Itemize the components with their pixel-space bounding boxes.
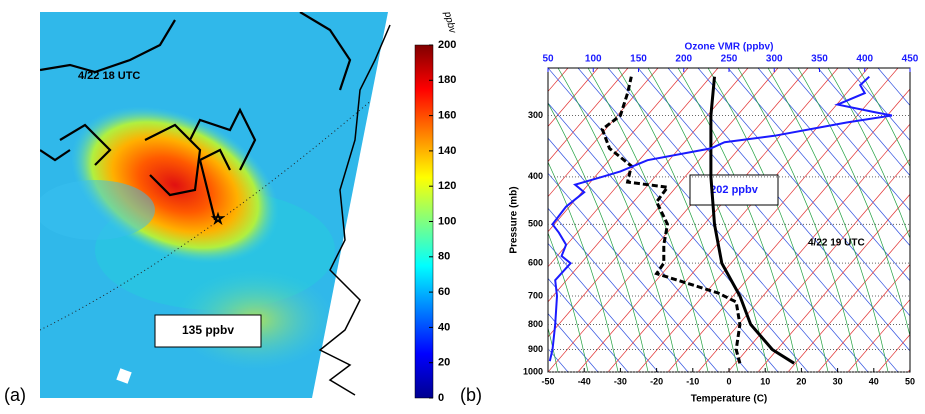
- x-tick-label: -40: [578, 376, 591, 386]
- x-tick-label: 50: [905, 376, 915, 386]
- moist-adiabat: [797, 68, 910, 338]
- colorbar-tick-label: 40: [438, 321, 450, 333]
- x-tick-label: -10: [686, 376, 699, 386]
- colorbar-tick-label: 200: [438, 39, 456, 51]
- x2-tick-label: 450: [902, 54, 919, 65]
- moist-adiabat: [548, 161, 619, 372]
- y-tick-label: 900: [528, 344, 543, 354]
- profile-line: [709, 76, 795, 365]
- y-axis-label: Pressure (mb): [509, 186, 520, 253]
- dry-adiabat: [548, 68, 809, 372]
- colorbar-tick-label: 20: [438, 357, 450, 369]
- x2-axis-label: Ozone VMR (ppbv): [685, 42, 774, 53]
- x2-tick-label: 200: [675, 54, 692, 65]
- colorbar-tick-label: 80: [438, 251, 450, 263]
- y-tick-label: 300: [528, 110, 543, 120]
- dry-adiabat: [607, 68, 869, 372]
- colorbar-tick-label: 100: [438, 215, 456, 227]
- plot-frame: [547, 67, 911, 373]
- star-marker: [210, 211, 226, 226]
- annotation-box: [154, 314, 262, 348]
- moist-adiabat: [587, 68, 709, 372]
- x2-tick-label: 400: [856, 54, 873, 65]
- dry-adiabat: [548, 277, 629, 372]
- moist-adiabat: [707, 68, 829, 372]
- dry-adiabat: [548, 102, 779, 372]
- isotherm: [548, 68, 629, 163]
- dry-adiabat: [847, 68, 910, 142]
- colorbar-tick-label: 160: [438, 110, 456, 122]
- colorbar-label: ppbv: [441, 10, 458, 36]
- x2-tick-label: 150: [630, 54, 647, 65]
- x-tick-label: -50: [541, 376, 554, 386]
- dry-adiabat: [727, 68, 910, 282]
- annotation: 135 ppbv: [182, 323, 234, 337]
- profile-line: [600, 76, 742, 364]
- annotation: 4/22 18 UTC: [78, 70, 140, 82]
- isotherm: [847, 298, 910, 372]
- isotherm: [787, 228, 910, 372]
- colorbar-tick-label: 60: [438, 286, 450, 298]
- panel-label: (b): [460, 385, 482, 405]
- dry-adiabat: [548, 137, 749, 372]
- moist-adiabat: [617, 68, 739, 372]
- x-tick-label: 10: [760, 376, 770, 386]
- dry-adiabat: [548, 207, 689, 372]
- moist-adiabat: [548, 326, 559, 372]
- skewt-background: [548, 68, 910, 372]
- colorbar-tick-label: 120: [438, 180, 456, 192]
- dry-adiabat: [637, 68, 899, 372]
- dry-adiabat: [697, 68, 910, 317]
- coastline: [318, 24, 391, 396]
- moist-adiabat: [548, 232, 589, 372]
- x-tick-label: 0: [726, 376, 731, 386]
- moist-adiabat: [548, 102, 649, 372]
- y-tick-label: 800: [528, 319, 543, 329]
- y-tick-label: 500: [528, 219, 543, 229]
- x2-tick-label: 100: [585, 54, 602, 65]
- x-tick-label: -20: [650, 376, 663, 386]
- y-tick-label: 1000: [523, 366, 543, 376]
- x2-tick-label: 300: [766, 54, 783, 65]
- x-tick-label: 40: [869, 376, 879, 386]
- moist-adiabat: [737, 68, 859, 372]
- colorbar-tick-label: 180: [438, 74, 456, 86]
- dry-adiabat: [787, 68, 910, 212]
- x-tick-label: 20: [796, 376, 806, 386]
- dry-adiabat: [577, 68, 839, 372]
- annotation: 202 ppbv: [710, 184, 759, 196]
- profile-line: [548, 75, 893, 362]
- annotation: 4/22 19 UTC: [808, 238, 865, 249]
- x2-tick-label: 350: [811, 54, 828, 65]
- y-tick-label: 600: [528, 258, 543, 268]
- x2-tick-label: 250: [721, 54, 738, 65]
- moist-adiabat: [557, 68, 679, 372]
- y-tick-label: 700: [528, 290, 543, 300]
- y-tick-label: 400: [528, 171, 543, 181]
- x-tick-label: -30: [614, 376, 627, 386]
- x2-tick-label: 50: [542, 54, 554, 65]
- colorbar-tick-label: 140: [438, 145, 456, 157]
- colorbar-tick-label: 0: [438, 392, 444, 404]
- isotherm: [817, 263, 910, 372]
- dry-adiabat: [548, 172, 719, 372]
- isotherm: [548, 68, 599, 128]
- panel-label: (a): [4, 385, 26, 405]
- dry-adiabat: [757, 68, 910, 247]
- annotation-box: [689, 174, 779, 206]
- moist-adiabat: [677, 68, 799, 372]
- x-tick-label: 30: [833, 376, 843, 386]
- isotherm: [907, 369, 910, 372]
- moist-adiabat: [767, 68, 889, 372]
- x-axis-label: Temperature (C): [691, 394, 768, 405]
- moist-adiabat: [857, 68, 910, 168]
- dry-adiabat: [817, 68, 910, 177]
- dry-adiabat: [548, 242, 659, 372]
- isotherm: [697, 123, 910, 372]
